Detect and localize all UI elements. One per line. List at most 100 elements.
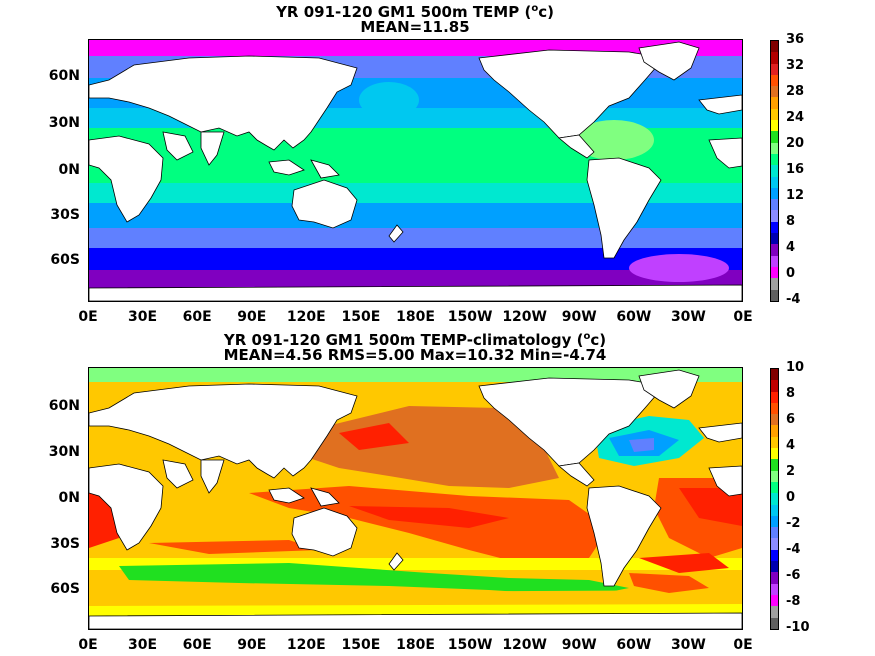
map1-lat-label: 30N [48,115,80,131]
map2-lon-label: 150E [341,637,381,653]
map1-colorbar-label: 36 [786,32,805,47]
map2-colorbar-label: -10 [786,620,810,635]
colorbar-segment [771,504,778,516]
map1-subtitle: MEAN=11.85 [360,18,470,36]
colorbar-segment [771,86,778,98]
map2-lon-label: 60W [616,637,652,653]
colorbar-segment [771,594,778,607]
map2-lon-label: 60E [182,637,212,653]
map2-lat-label: 60S [50,581,80,597]
map2-lon-label: 90W [561,637,597,653]
map1-colorbar-label: 4 [786,240,796,255]
colorbar-segment [771,391,778,403]
map1-lon-label: 0E [78,309,98,325]
colorbar-segment [771,278,778,290]
map1-lat-label: 60S [50,252,80,268]
map2-lat-label: 30N [48,444,80,460]
map1-lon-label: 60E [182,309,212,325]
map1-colorbar-label: 28 [786,84,805,99]
map2-lon-label: 0E [78,637,98,653]
map1-title-sup: o [531,3,539,14]
map2-lat-label: 0N [58,490,80,506]
colorbar-segment [771,142,778,154]
colorbar-segment [771,63,778,75]
colorbar-segment [771,210,778,222]
map2-colorbar-label: -4 [786,542,801,557]
map2-lon-label: 90E [237,637,267,653]
map2-lat-label: 30S [50,536,80,552]
map1-title-text: YR 091-120 GM1 500m TEMP ( [276,3,532,21]
map1-lon-label: 120E [286,309,326,325]
map1-title: YR 091-120 GM1 500m TEMP (oc) [0,0,830,21]
map2-lon-label: 30W [670,637,706,653]
map1-lon-label: 90E [237,309,267,325]
map2-lon-label: 150W [447,637,493,653]
map2-colorbar-label: 2 [786,464,796,479]
colorbar-segment [771,402,778,415]
map2-subtitle: MEAN=4.56 RMS=5.00 Max=10.32 Min=-4.74 [223,346,607,364]
map1-colorbar-label: 24 [786,110,805,125]
map2-colorbar-label: 0 [786,490,796,505]
map1-lon-label: 90W [561,309,597,325]
map1-colorbar-label: 8 [786,214,796,229]
colorbar-segment [771,153,778,166]
map1-colorbar-label: 0 [786,266,796,281]
colorbar-segment [771,493,778,505]
map1-lon-label: 60W [616,309,652,325]
map2-colorbar-label: 10 [786,360,805,375]
map1-lat-label: 0N [58,162,80,178]
colorbar-segment [771,244,778,256]
colorbar-segment [771,52,778,64]
map2-title-unit: c) [590,331,607,349]
colorbar-segment [771,120,778,132]
map1-lat-label: 60N [48,68,80,84]
map2-lon-label: 120E [286,637,326,653]
map1-lon-label: 150W [447,309,493,325]
colorbar-segment [771,255,778,267]
colorbar-segment [771,199,778,211]
colorbar-segment [771,470,778,482]
colorbar-segment [771,165,778,177]
colorbar-segment [771,606,778,618]
map1-svg [89,40,742,301]
colorbar-segment [771,97,778,109]
colorbar-segment [771,369,778,381]
colorbar-segment [771,481,778,494]
colorbar-segment [771,233,778,245]
colorbar-segment [771,414,778,426]
colorbar-segment [771,289,778,301]
colorbar-segment [771,108,778,121]
colorbar-segment [771,459,778,471]
colorbar-segment [771,131,778,143]
map1-colorbar-label: -4 [786,292,801,307]
map1-lon-label: 30E [128,309,158,325]
map1-lon-label: 30W [670,309,706,325]
map2-colorbar-label: -2 [786,516,801,531]
colorbar-segment [771,187,778,200]
map2-title-sup: o [583,331,591,342]
map2-colorbar [770,368,779,630]
map2-lat-label: 60N [48,398,80,414]
map2-title-text: YR 091-120 GM1 500m TEMP-climatology ( [223,331,584,349]
map2-lon-label: 180E [396,637,435,653]
colorbar-segment [771,515,778,528]
map1-plot [88,39,743,302]
colorbar-segment [771,41,778,53]
colorbar-segment [771,380,778,392]
map2-colorbar-label: 4 [786,438,796,453]
colorbar-segment [771,583,778,595]
map1-lon-label: 180E [396,309,435,325]
map2-colorbar-label: -6 [786,568,801,583]
map1-colorbar-label: 12 [786,188,805,203]
colorbar-segment [771,549,778,562]
colorbar-segment [771,425,778,437]
colorbar-segment [771,74,778,87]
colorbar-segment [771,617,778,629]
map1-colorbar-label: 20 [786,136,805,151]
map1-lon-label: 120W [502,309,547,325]
colorbar-segment [771,266,778,279]
map1-colorbar-label: 16 [786,162,805,177]
map1-lon-label: 150E [341,309,381,325]
colorbar-segment [771,176,778,188]
map1-colorbar [770,40,779,302]
